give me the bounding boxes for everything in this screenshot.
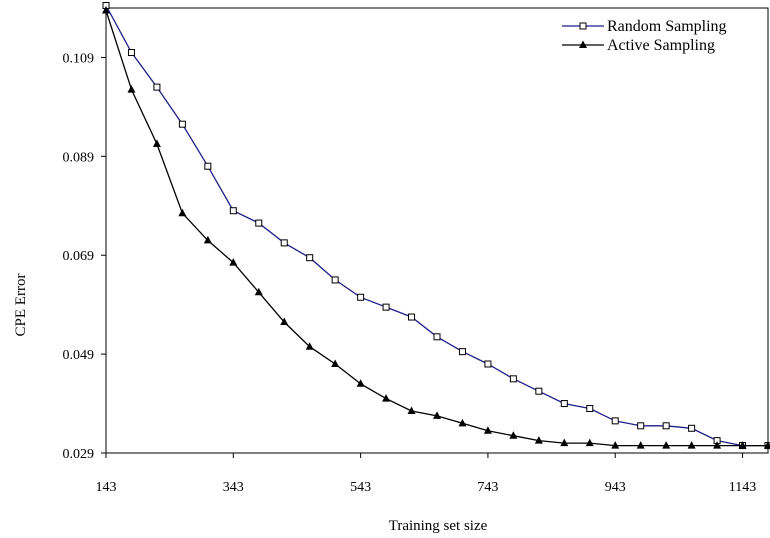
x-tick-label: 1143 [729,480,756,495]
plot-border [105,7,769,454]
x-tick-label: 943 [605,480,626,495]
data-point-active-sampling [534,436,543,444]
data-point-random-sampling [382,303,390,311]
data-point-active-sampling [738,441,747,449]
data-point-random-sampling [178,120,186,128]
series-random-sampling [102,2,770,450]
x-tick-label: 543 [350,480,371,495]
data-point-active-sampling [229,258,238,266]
data-point-random-sampling [204,162,212,170]
y-tick-label: 0.029 [63,447,95,462]
data-point-random-sampling [280,239,288,247]
data-point-active-sampling [152,139,161,147]
data-point-active-sampling [254,287,263,296]
data-point-random-sampling [662,422,670,430]
data-point-random-sampling [255,219,263,227]
data-point-random-sampling [331,276,339,284]
legend-label: Random Sampling [607,18,727,35]
data-point-random-sampling [535,387,543,395]
data-point-random-sampling [688,424,696,432]
data-point-active-sampling [611,441,620,449]
data-point-active-sampling [305,342,314,350]
data-point-random-sampling [229,207,237,215]
data-point-active-sampling [713,441,722,449]
data-point-random-sampling [408,313,416,321]
y-tick-label: 0.089 [63,150,95,165]
data-point-random-sampling [586,405,594,412]
data-point-active-sampling [687,441,696,449]
line-random-sampling [105,5,768,447]
data-point-active-sampling [585,438,594,447]
data-point-active-sampling [636,441,645,449]
y-axis-title: CPE Error [13,274,29,337]
data-point-active-sampling [560,438,569,447]
data-point-random-sampling [611,417,619,425]
data-point-random-sampling [579,22,587,30]
data-point-active-sampling [331,359,340,367]
x-tick-label: 343 [223,480,244,495]
data-point-active-sampling [509,431,518,439]
data-point-random-sampling [637,422,645,430]
data-point-active-sampling [102,5,110,14]
data-point-active-sampling [433,411,441,419]
x-tick-label: 743 [477,480,498,495]
data-point-random-sampling [357,293,365,301]
x-axis-ticks: 143 343 543 743 943 1143 [96,453,756,495]
data-point-random-sampling [127,49,135,56]
data-point-random-sampling [306,254,314,262]
x-tick-label: 143 [96,480,117,495]
data-point-random-sampling [433,333,441,341]
data-point-active-sampling [764,441,770,449]
data-point-active-sampling [203,235,212,244]
data-point-random-sampling [509,375,517,383]
data-point-random-sampling [484,360,492,368]
line-active-sampling [105,10,768,447]
series-layer [102,2,770,450]
data-point-random-sampling [560,400,568,408]
y-tick-label: 0.069 [63,249,95,264]
data-point-active-sampling [178,208,187,217]
y-tick-label: 0.109 [63,51,95,66]
data-point-active-sampling [662,441,671,449]
y-axis-ticks: 0.029 0.049 0.069 0.089 0.109 [63,51,106,462]
data-point-active-sampling [407,406,416,414]
data-point-active-sampling [483,426,492,434]
data-point-random-sampling [153,83,161,91]
data-point-active-sampling [280,317,289,325]
data-point-active-sampling [356,379,365,387]
data-point-random-sampling [458,348,466,356]
data-point-active-sampling [458,418,467,427]
plot-frame [105,7,769,454]
x-axis-title: Training set size [389,518,488,534]
series-active-sampling [102,5,770,449]
legend-item-random-sampling: Random Sampling [562,18,727,35]
legend-item-active-sampling: Active Sampling [562,37,715,54]
y-tick-label: 0.049 [63,348,95,363]
data-point-active-sampling [382,394,391,402]
data-point-active-sampling [579,40,587,48]
legend: Random Sampling Active Sampling [562,18,727,54]
data-point-active-sampling [127,85,136,93]
legend-label: Active Sampling [607,37,715,54]
